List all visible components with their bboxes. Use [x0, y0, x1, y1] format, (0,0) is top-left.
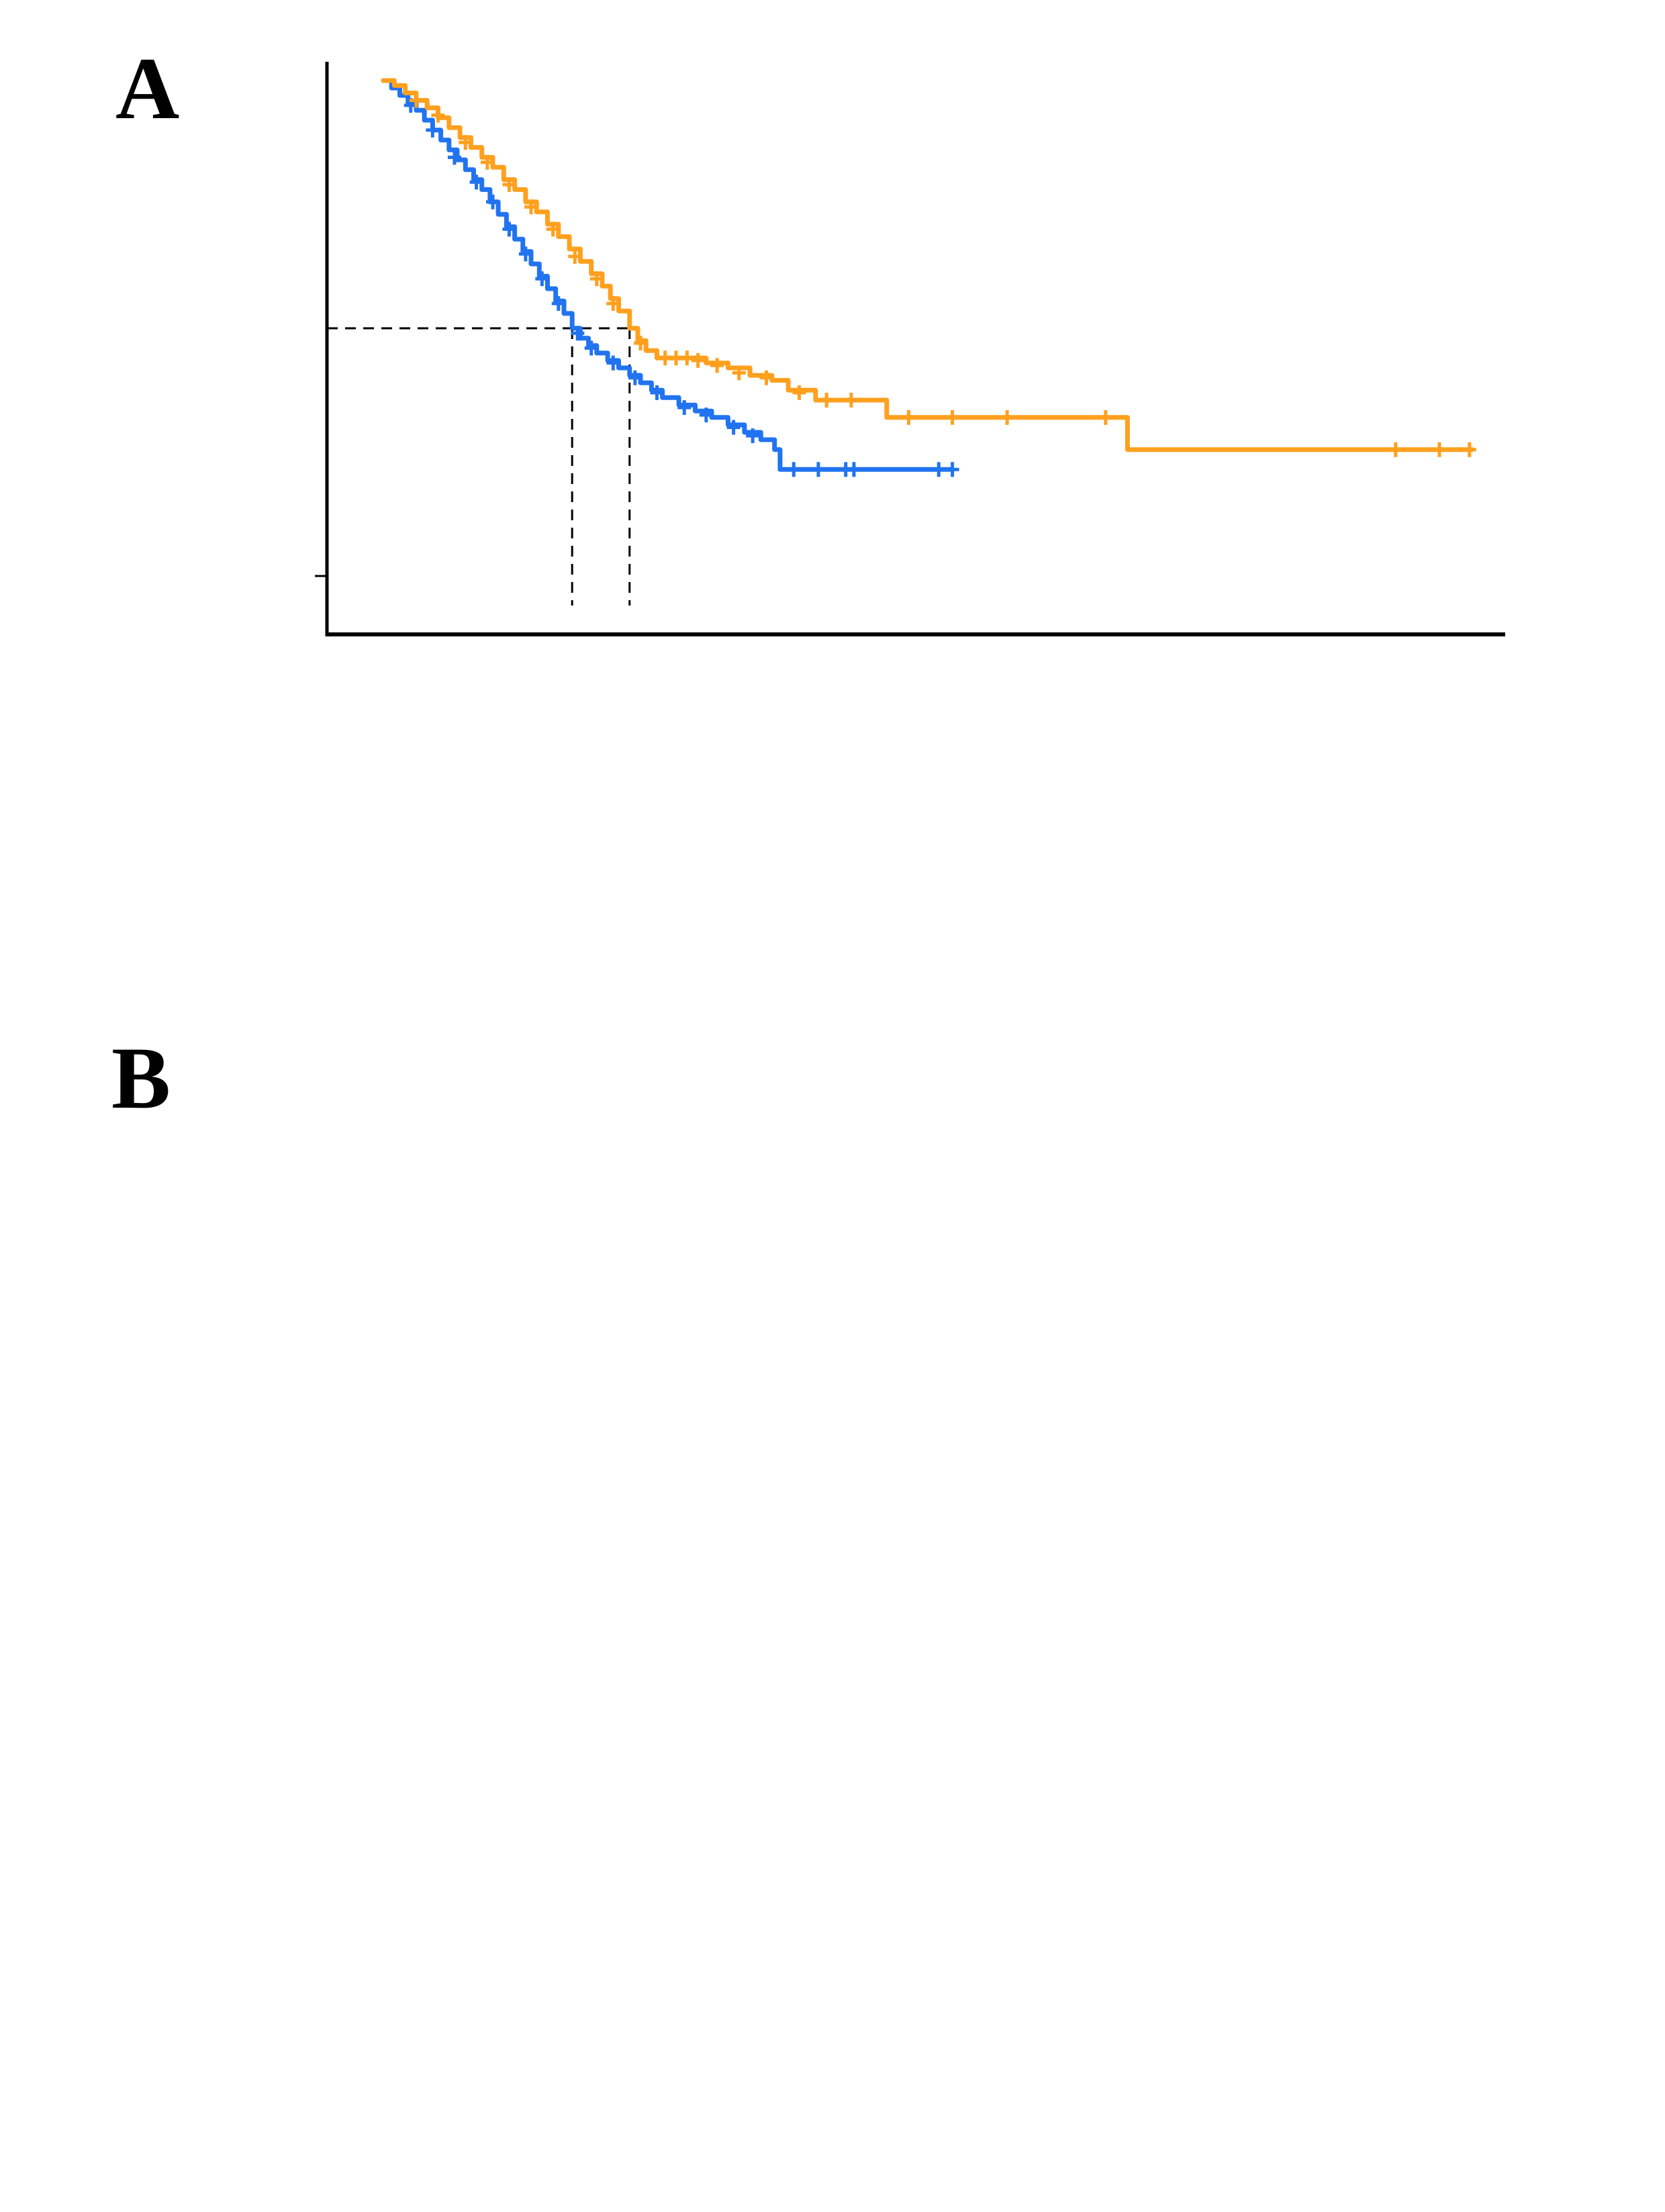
km-axes: [315, 62, 1505, 636]
kaplan-meier-plot: [315, 62, 1505, 636]
boxplot-panel-1: [0, 1026, 1665, 1583]
panel-b-label: B: [111, 1028, 171, 1127]
censor-marks-C2: [409, 93, 1476, 457]
km-series-C2: [381, 78, 1476, 457]
median-guides: [327, 327, 631, 606]
boxplot-panel-2: [0, 1637, 1665, 2194]
panel-a-label: A: [115, 39, 180, 138]
censor-marks-C1: [403, 97, 959, 477]
